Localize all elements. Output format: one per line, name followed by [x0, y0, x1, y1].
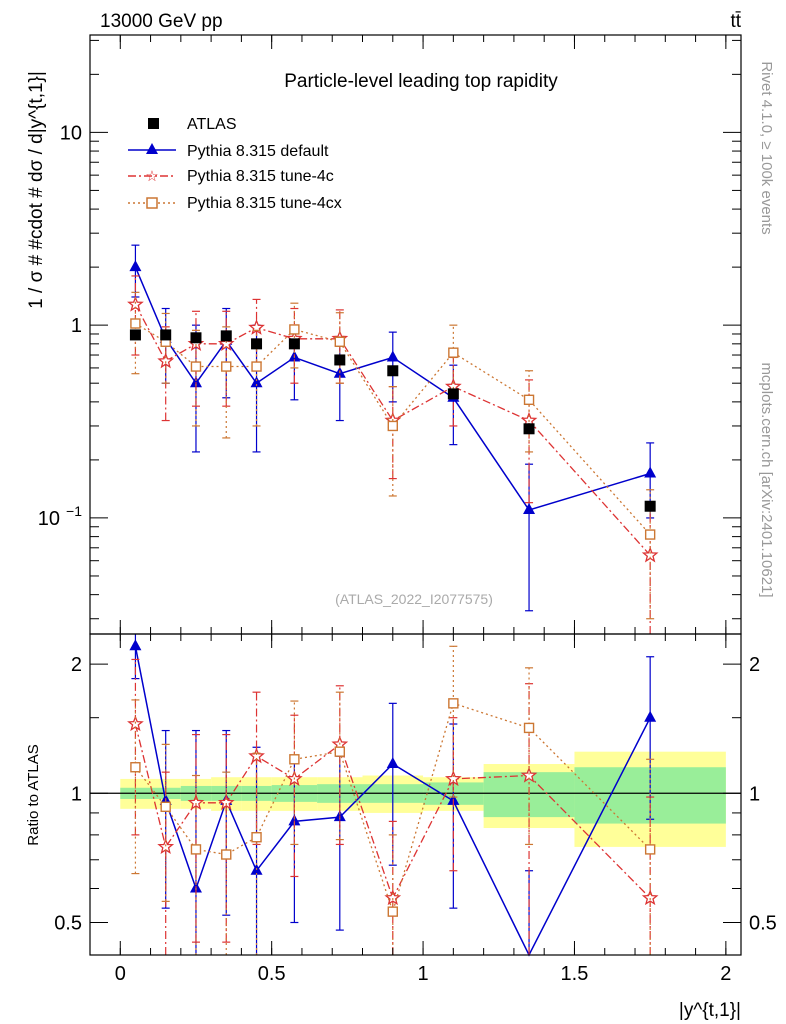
- marker-open-square: [448, 347, 459, 358]
- main-y-tick-exponent: −1: [66, 503, 82, 519]
- header-right: tt̄: [730, 11, 741, 32]
- ratio-y-tick-label: 0.5: [54, 912, 82, 934]
- marker-square: [129, 329, 141, 341]
- marker-open-square: [190, 361, 202, 372]
- main-open-square-line: [135, 322, 651, 536]
- marker-star: [384, 889, 402, 906]
- ratio-y-tick-label-right: 0.5: [749, 912, 777, 934]
- marker-open-square: [130, 318, 141, 329]
- marker-triangle: [386, 350, 399, 362]
- marker-open-square: [334, 336, 346, 347]
- marker-open-square: [251, 832, 262, 843]
- marker-open-square: [644, 844, 656, 855]
- main-y-tick-label: 10: [38, 508, 60, 530]
- legend-marker-4c: ☆: [145, 168, 158, 185]
- marker-triangle: [386, 757, 399, 769]
- x-tick-label: 1.5: [561, 963, 589, 985]
- main-y-tick-label: 10: [60, 122, 82, 144]
- legend-label-default: Pythia 8.315 default: [187, 143, 329, 160]
- marker-open-square: [523, 394, 535, 406]
- marker-square: [644, 500, 656, 512]
- header-left: 13000 GeV pp: [100, 11, 223, 32]
- marker-open-square: [160, 801, 171, 813]
- marker-star: [157, 352, 175, 369]
- marker-triangle: [129, 639, 142, 651]
- marker-open-square: [130, 762, 141, 773]
- ratio-y-tick-label-right: 1: [749, 783, 760, 805]
- marker-square: [387, 365, 399, 377]
- marker-square: [160, 329, 172, 341]
- ratio-y-tick-label: 1: [71, 783, 82, 805]
- marker-open-square: [190, 844, 202, 855]
- x-tick-label: 0: [115, 963, 126, 985]
- marker-open-square: [387, 420, 398, 432]
- marker-open-square: [387, 906, 398, 917]
- marker-open-square: [289, 754, 300, 765]
- main-y-tick-label: 1: [71, 315, 82, 337]
- rivet-label: Rivet 4.1.0, ≥ 100k events: [758, 61, 775, 234]
- legend: ATLAS Pythia 8.315 default ☆ Pythia 8.31…: [128, 116, 342, 212]
- legend-label-atlas: ATLAS: [187, 116, 237, 133]
- marker-open-square: [334, 746, 346, 757]
- legend-marker-atlas: [148, 118, 159, 129]
- mcplots-label: mcplots.cern.ch [arXiv:2401.10621]: [758, 362, 775, 597]
- plot-title: Particle-level leading top rapidity: [284, 71, 558, 92]
- ratio-y-tick-label: 2: [71, 654, 82, 676]
- marker-square: [523, 423, 535, 435]
- marker-triangle: [644, 466, 657, 478]
- marker-square: [251, 338, 263, 350]
- marker-star: [187, 793, 205, 810]
- marker-open-square: [289, 324, 300, 335]
- marker-triangle: [250, 376, 263, 388]
- x-tick-label: 2: [720, 963, 731, 985]
- marker-triangle: [129, 260, 142, 272]
- marker-star: [248, 318, 265, 335]
- legend-marker-default: [146, 143, 158, 154]
- marker-open-square: [644, 529, 656, 540]
- marker-square: [447, 388, 459, 400]
- analysis-tag: (ATLAS_2022_I2077575): [335, 591, 493, 607]
- marker-star: [217, 793, 235, 810]
- ratio-y-tick-label-right: 2: [749, 654, 760, 676]
- marker-open-square: [221, 849, 232, 860]
- xlabel: |y^{t,1}|: [679, 1000, 741, 1021]
- main-ylabel: 1 / σ # #cdot # dσ / d|y^{t,1}|: [26, 71, 47, 309]
- marker-square: [220, 330, 232, 342]
- legend-label-4cx: Pythia 8.315 tune-4cx: [187, 195, 342, 212]
- marker-square: [288, 338, 300, 350]
- ratio-frame: [89, 633, 742, 956]
- marker-star: [641, 889, 659, 906]
- marker-open-square: [448, 698, 459, 709]
- marker-square: [334, 354, 346, 366]
- legend-label-4c: Pythia 8.315 tune-4c: [187, 168, 334, 185]
- marker-triangle: [288, 814, 301, 826]
- marker-open-square: [251, 361, 262, 372]
- legend-marker-4cx: [146, 197, 158, 209]
- marker-open-square: [221, 361, 232, 372]
- marker-triangle: [189, 376, 202, 388]
- x-tick-label: 1: [418, 963, 429, 985]
- marker-triangle: [523, 502, 536, 514]
- marker-square: [190, 332, 202, 344]
- marker-triangle: [644, 710, 657, 722]
- marker-open-square: [523, 722, 535, 734]
- x-tick-label: 0.5: [258, 963, 286, 985]
- ratio-ylabel: Ratio to ATLAS: [25, 744, 42, 845]
